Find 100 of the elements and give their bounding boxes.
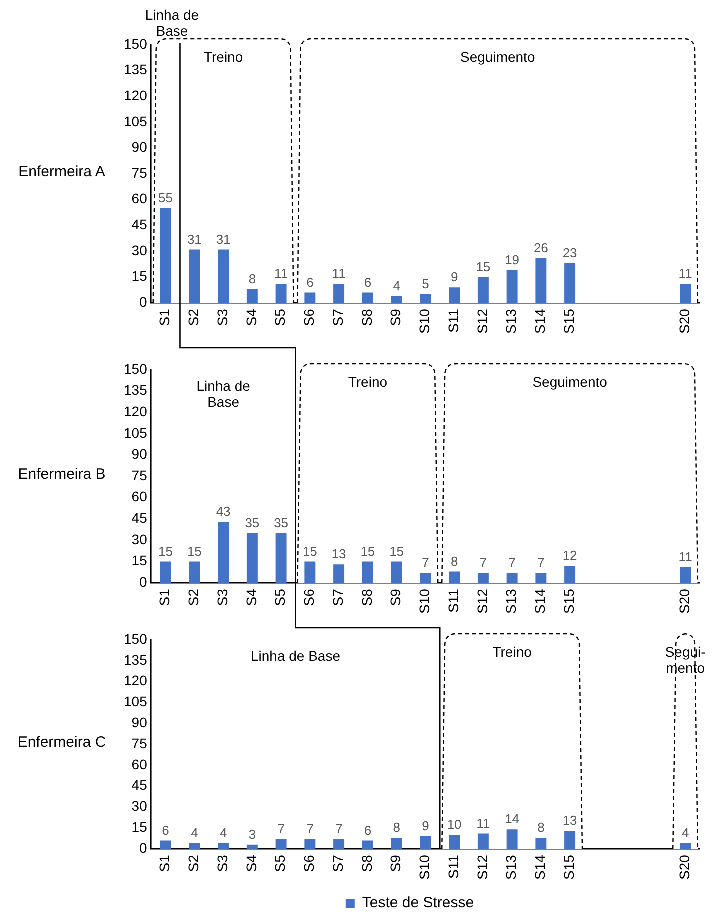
x-tick-label: S7: [330, 308, 346, 326]
bar: [276, 284, 287, 304]
bar: [334, 839, 345, 850]
band-label: Treino: [204, 48, 244, 65]
y-tick-label: 105: [124, 694, 148, 710]
data-label: 23: [562, 246, 578, 261]
bar: [276, 839, 287, 850]
bar: [506, 270, 518, 304]
data-label: 35: [274, 515, 289, 530]
data-label: 6: [364, 274, 372, 290]
y-tick-label: 0: [140, 840, 148, 856]
y-tick-label: 45: [132, 216, 148, 233]
data-label: 4: [393, 278, 400, 294]
bar: [362, 292, 374, 304]
x-tick-label: S9: [388, 588, 404, 606]
bar: [362, 562, 374, 584]
x-tick-label: S12: [474, 588, 490, 614]
x-tick-label: S7: [330, 588, 346, 606]
bar: [506, 830, 518, 850]
y-tick-label: 150: [124, 36, 148, 52]
bar: [189, 250, 200, 304]
y-tick-label: 45: [132, 510, 148, 526]
bar: [160, 208, 172, 304]
bar: [218, 250, 230, 304]
data-label: 15: [476, 259, 491, 274]
bar: [536, 258, 547, 304]
y-tick-label: 120: [124, 672, 148, 689]
bar: [246, 533, 258, 584]
data-label: 13: [562, 813, 578, 828]
legend-label: Teste de Stresse: [362, 894, 474, 912]
data-label: 15: [360, 544, 376, 559]
data-label: 5: [422, 276, 430, 292]
band-label: Treino: [492, 644, 532, 660]
bar: [478, 277, 489, 304]
data-label: 4: [191, 826, 198, 841]
y-tick-label: 75: [132, 735, 148, 752]
data-label: 31: [187, 232, 202, 247]
y-axis-title: Enfermeira C: [18, 734, 106, 752]
y-tick-label: 120: [124, 403, 148, 420]
data-label: 7: [335, 821, 343, 836]
x-tick-label: S14: [532, 588, 548, 614]
y-tick-label: 105: [124, 424, 148, 441]
data-label: 6: [162, 822, 170, 838]
data-label: 8: [450, 554, 458, 569]
data-label: 31: [216, 232, 231, 247]
x-tick-label: S20: [676, 308, 692, 334]
bar: [449, 835, 460, 850]
y-tick-label: 0: [140, 574, 148, 590]
bar: [564, 566, 576, 584]
x-tick-label: S20: [676, 854, 692, 880]
data-label: 6: [364, 822, 372, 838]
data-label: 3: [248, 826, 256, 842]
x-tick-label: S8: [358, 308, 375, 326]
text: Linha de Base: [145, 6, 200, 39]
x-tick-label: S11: [445, 854, 462, 879]
y-tick-label: 90: [132, 714, 148, 730]
x-tick-label: S7: [330, 854, 346, 872]
bar: [391, 562, 402, 584]
data-label: 4: [220, 826, 228, 841]
bar: [420, 573, 432, 584]
data-label: 15: [158, 544, 174, 559]
bar: [478, 573, 489, 584]
bar: [304, 562, 316, 584]
y-tick-label: 135: [124, 652, 148, 668]
bar: [564, 264, 576, 304]
y-axis-title: Enfermeira A: [18, 164, 106, 181]
y-tick-label: 60: [132, 488, 148, 505]
bar: [391, 838, 402, 850]
x-tick-label: S12: [474, 308, 490, 334]
bar: [680, 284, 692, 304]
bar: [189, 844, 200, 850]
bar: [304, 292, 316, 304]
data-label: 15: [390, 544, 404, 559]
data-label: 10: [447, 817, 462, 832]
data-label: 15: [187, 544, 202, 559]
data-label: 8: [393, 820, 400, 836]
x-tick-label: S13: [503, 588, 520, 614]
x-tick-label: S15: [560, 854, 577, 880]
bar: [334, 284, 345, 304]
y-tick-label: 105: [124, 113, 148, 130]
x-tick-label: S13: [503, 308, 520, 334]
x-tick-label: S10: [416, 308, 433, 334]
y-tick-label: 15: [132, 268, 148, 284]
data-label: 7: [508, 555, 516, 570]
y-tick-label: 75: [132, 467, 148, 484]
x-tick-label: S5: [272, 588, 288, 606]
y-tick-label: 90: [132, 139, 148, 156]
y-tick-label: 0: [140, 294, 148, 310]
y-tick-label: 150: [124, 360, 148, 377]
band-label: Seguimento: [532, 374, 608, 390]
y-tick-label: 150: [124, 630, 148, 647]
data-label: 11: [678, 550, 692, 565]
bar: [680, 567, 692, 584]
annotation: Linha de Base: [250, 648, 341, 664]
data-label: 7: [480, 555, 488, 570]
bar: [506, 573, 518, 584]
bar: [536, 838, 547, 850]
x-tick-label: S6: [301, 854, 318, 872]
y-tick-label: 30: [132, 531, 148, 548]
bar: [420, 294, 432, 304]
